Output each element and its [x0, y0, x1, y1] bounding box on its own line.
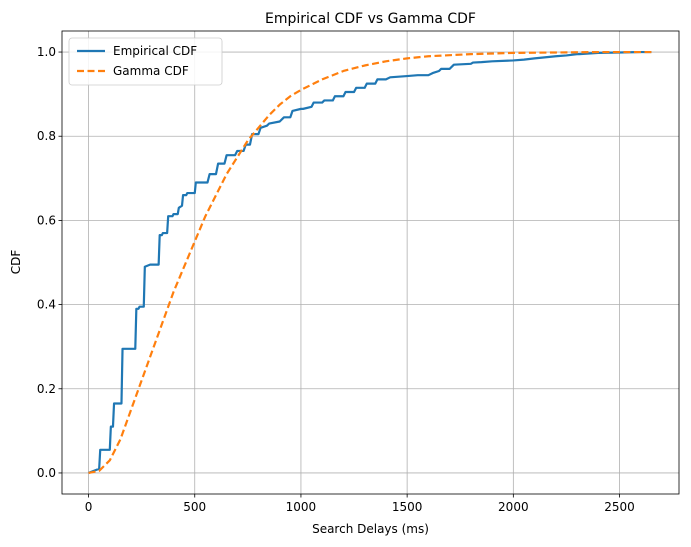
legend-box	[68, 37, 223, 86]
y-tick-label: 0.2	[37, 382, 56, 396]
chart-title: Empirical CDF vs Gamma CDF	[265, 11, 476, 27]
y-tick-label: 1.0	[37, 45, 56, 59]
y-tick-label: 0.4	[37, 298, 56, 312]
legend: Empirical CDF Gamma CDF	[68, 37, 223, 86]
y-tick-label: 0.0	[37, 466, 56, 480]
x-tick-label: 1000	[286, 500, 317, 514]
y-tick-label: 0.8	[37, 129, 56, 143]
x-tick-label: 1500	[392, 500, 423, 514]
legend-label: Empirical CDF	[113, 44, 197, 58]
x-tick-label: 2000	[498, 500, 529, 514]
x-tick-label: 500	[183, 500, 206, 514]
x-tick-label: 2500	[604, 500, 635, 514]
series-line-gamma-cdf	[88, 50, 652, 475]
plot-frame	[61, 30, 680, 495]
y-tick-label: 0.6	[37, 213, 56, 227]
x-tick-label: 0	[85, 500, 93, 514]
axis-ticks: 0 500 1000 1500 2000 2500 0.0 0.2 0.4 0.6 0.8 1.0	[37, 45, 635, 514]
x-axis-label: Search Delays (ms)	[312, 522, 429, 536]
legend-label: Gamma CDF	[113, 64, 189, 78]
y-axis-label: CDF	[9, 250, 23, 275]
series-layer	[88, 50, 652, 475]
